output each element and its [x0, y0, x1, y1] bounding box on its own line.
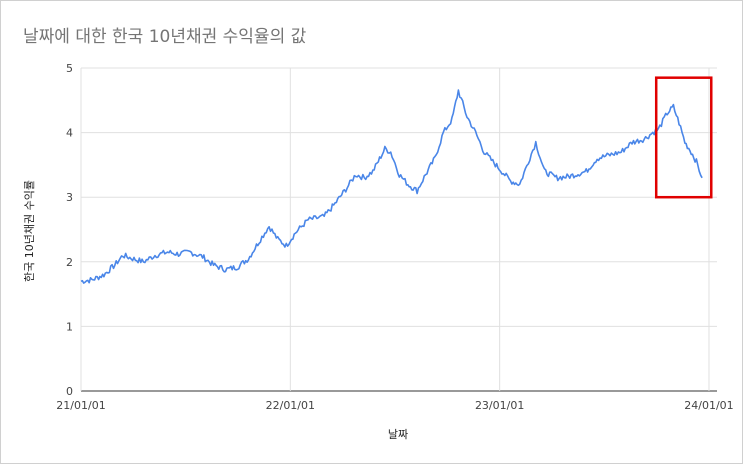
annotation-layer — [654, 76, 713, 199]
y-tick-label: 0 — [66, 385, 73, 398]
x-tick-label: 22/01/01 — [266, 399, 315, 412]
gridlines — [80, 67, 717, 392]
y-tick-label: 3 — [66, 191, 73, 204]
highlight-box — [654, 76, 713, 199]
chart-title: 날짜에 대한 한국 10년채권 수익율의 값 — [23, 27, 307, 47]
series-layer — [80, 89, 703, 284]
y-tick-label: 2 — [66, 256, 73, 269]
x-tick-labels: 21/01/01 22/01/01 23/01/01 24/01/01 — [56, 399, 733, 412]
y-tick-label: 4 — [66, 127, 73, 140]
x-tick-label: 21/01/01 — [56, 399, 105, 412]
x-tick-label: 24/01/01 — [684, 399, 733, 412]
y-axis-label: 한국 10년채권 수익률 — [23, 180, 36, 282]
y-tick-labels: 0 1 2 3 4 5 — [66, 62, 73, 398]
y-tick-label: 5 — [66, 62, 73, 75]
y-tick-label: 1 — [66, 320, 73, 333]
series-line — [80, 89, 703, 284]
x-tick-label: 23/01/01 — [475, 399, 524, 412]
x-axis-label: 날짜 — [388, 428, 408, 441]
